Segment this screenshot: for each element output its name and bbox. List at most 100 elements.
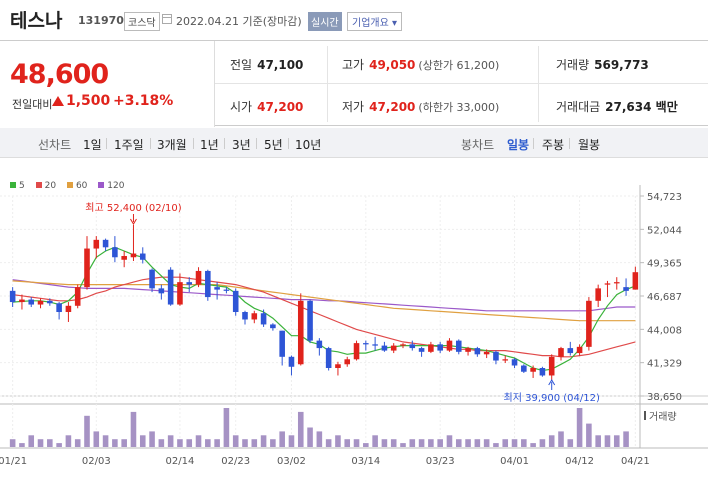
- volume-bar: [251, 439, 258, 447]
- calendar-icon: [162, 14, 172, 24]
- y-tick-label: 52,044: [647, 225, 682, 236]
- tab-5year[interactable]: 5년: [264, 138, 283, 152]
- tab-1week[interactable]: 1주일: [114, 138, 144, 152]
- trade-amount-stat: 거래대금 27,634 백만: [556, 100, 678, 114]
- candle-body: [223, 289, 230, 291]
- legend-ma60: 60: [66, 181, 87, 191]
- candle-body: [74, 287, 81, 306]
- volume-bar: [390, 439, 397, 447]
- candle-body: [232, 290, 239, 313]
- candle-body: [186, 282, 193, 285]
- volume-bar: [177, 439, 183, 447]
- volume-bar: [232, 435, 239, 447]
- company-overview-button[interactable]: 기업개요 ▾: [347, 12, 402, 31]
- candle-body: [418, 348, 425, 352]
- tab-separator: [193, 138, 194, 149]
- volume-bar: [186, 439, 193, 447]
- volume-bar: [288, 435, 295, 447]
- candle-body: [325, 348, 332, 369]
- volume-bar: [567, 439, 574, 447]
- volume-bar: [205, 439, 211, 447]
- volume-bar: [511, 439, 518, 447]
- realtime-button[interactable]: 실시간: [308, 12, 342, 31]
- volume-bar: [139, 435, 146, 447]
- y-tick-label: 41,329: [647, 359, 682, 370]
- x-tick-label: 02/23: [221, 456, 250, 467]
- candle-body: [521, 365, 527, 372]
- volume-bar: [483, 439, 490, 447]
- volume-bar: [9, 439, 16, 447]
- volume-bar: [19, 443, 25, 447]
- volume-stat: 거래량 569,773: [556, 58, 649, 72]
- candle-body: [195, 270, 202, 285]
- ma5-line: [12, 246, 636, 372]
- change-value: 1,500: [66, 93, 111, 109]
- volume-bar: [400, 443, 406, 447]
- candle-body: [613, 282, 620, 284]
- volume-bar: [381, 439, 388, 447]
- candle-body: [558, 348, 564, 357]
- tab-1day[interactable]: 1일: [83, 138, 102, 152]
- tab-separator: [224, 138, 225, 149]
- tab-separator: [150, 138, 151, 149]
- candle-body: [65, 305, 72, 313]
- candle-body: [344, 359, 351, 365]
- candle-body: [502, 359, 509, 361]
- candle-body: [586, 300, 592, 347]
- tab-3year[interactable]: 3년: [232, 138, 251, 152]
- volume-bar: [167, 435, 174, 447]
- ma60-line: [12, 280, 636, 322]
- candle-body: [567, 348, 574, 354]
- x-tick-label: 04/21: [621, 456, 650, 467]
- volume-bar: [623, 431, 629, 447]
- prev-close-stat: 전일 47,100: [230, 58, 304, 72]
- tab-weekly-candle[interactable]: 주봉: [542, 138, 565, 152]
- stock-code: 131970: [78, 14, 124, 27]
- tab-monthly-candle[interactable]: 월봉: [578, 138, 601, 152]
- candle-body: [251, 313, 258, 320]
- candle-body: [102, 239, 109, 248]
- volume-label-marker: [644, 411, 646, 420]
- volume-bar: [353, 439, 360, 447]
- candle-body: [270, 324, 276, 329]
- candle-body: [381, 345, 388, 351]
- candle-body: [465, 348, 471, 352]
- tab-10year[interactable]: 10년: [295, 138, 322, 152]
- candle-body: [316, 340, 323, 349]
- volume-bar: [37, 439, 44, 447]
- volume-bar: [297, 411, 304, 447]
- candle-body: [158, 288, 165, 294]
- candle-body: [576, 346, 583, 354]
- tab-separator: [288, 138, 289, 149]
- candle-body: [632, 272, 639, 290]
- volume-bar: [223, 408, 230, 447]
- tab-3month[interactable]: 3개월: [157, 138, 187, 152]
- volume-bar: [521, 439, 527, 447]
- volume-bar: [455, 439, 462, 447]
- y-tick-label: 46,687: [647, 292, 682, 303]
- volume-bar: [613, 435, 620, 447]
- y-tick-label: 54,723: [647, 192, 682, 203]
- candle-body: [400, 344, 406, 346]
- tab-daily-candle[interactable]: 일봉: [507, 138, 530, 152]
- change-label: 전일대비: [12, 98, 53, 111]
- candle-body: [279, 330, 285, 357]
- low-annotation: 최저 39,900 (04/12): [504, 392, 600, 404]
- volume-bar: [242, 439, 248, 447]
- volume-bar: [539, 439, 546, 447]
- volume-bar: [130, 411, 137, 447]
- high-arrow-icon: [130, 218, 137, 225]
- x-tick-label: 02/14: [166, 456, 195, 467]
- tab-1year[interactable]: 1년: [200, 138, 219, 152]
- candle-body: [93, 239, 100, 249]
- candle-body: [130, 253, 137, 258]
- volume-bar: [586, 423, 592, 447]
- candle-body: [437, 344, 443, 351]
- high-stat: 고가 49,050 (상한가 61,200): [342, 58, 500, 72]
- candle-body: [390, 345, 397, 351]
- candle-body: [446, 340, 453, 351]
- high-annotation: 최고 52,400 (02/10): [85, 202, 181, 214]
- volume-bar: [437, 439, 443, 447]
- tab-separator: [256, 138, 257, 149]
